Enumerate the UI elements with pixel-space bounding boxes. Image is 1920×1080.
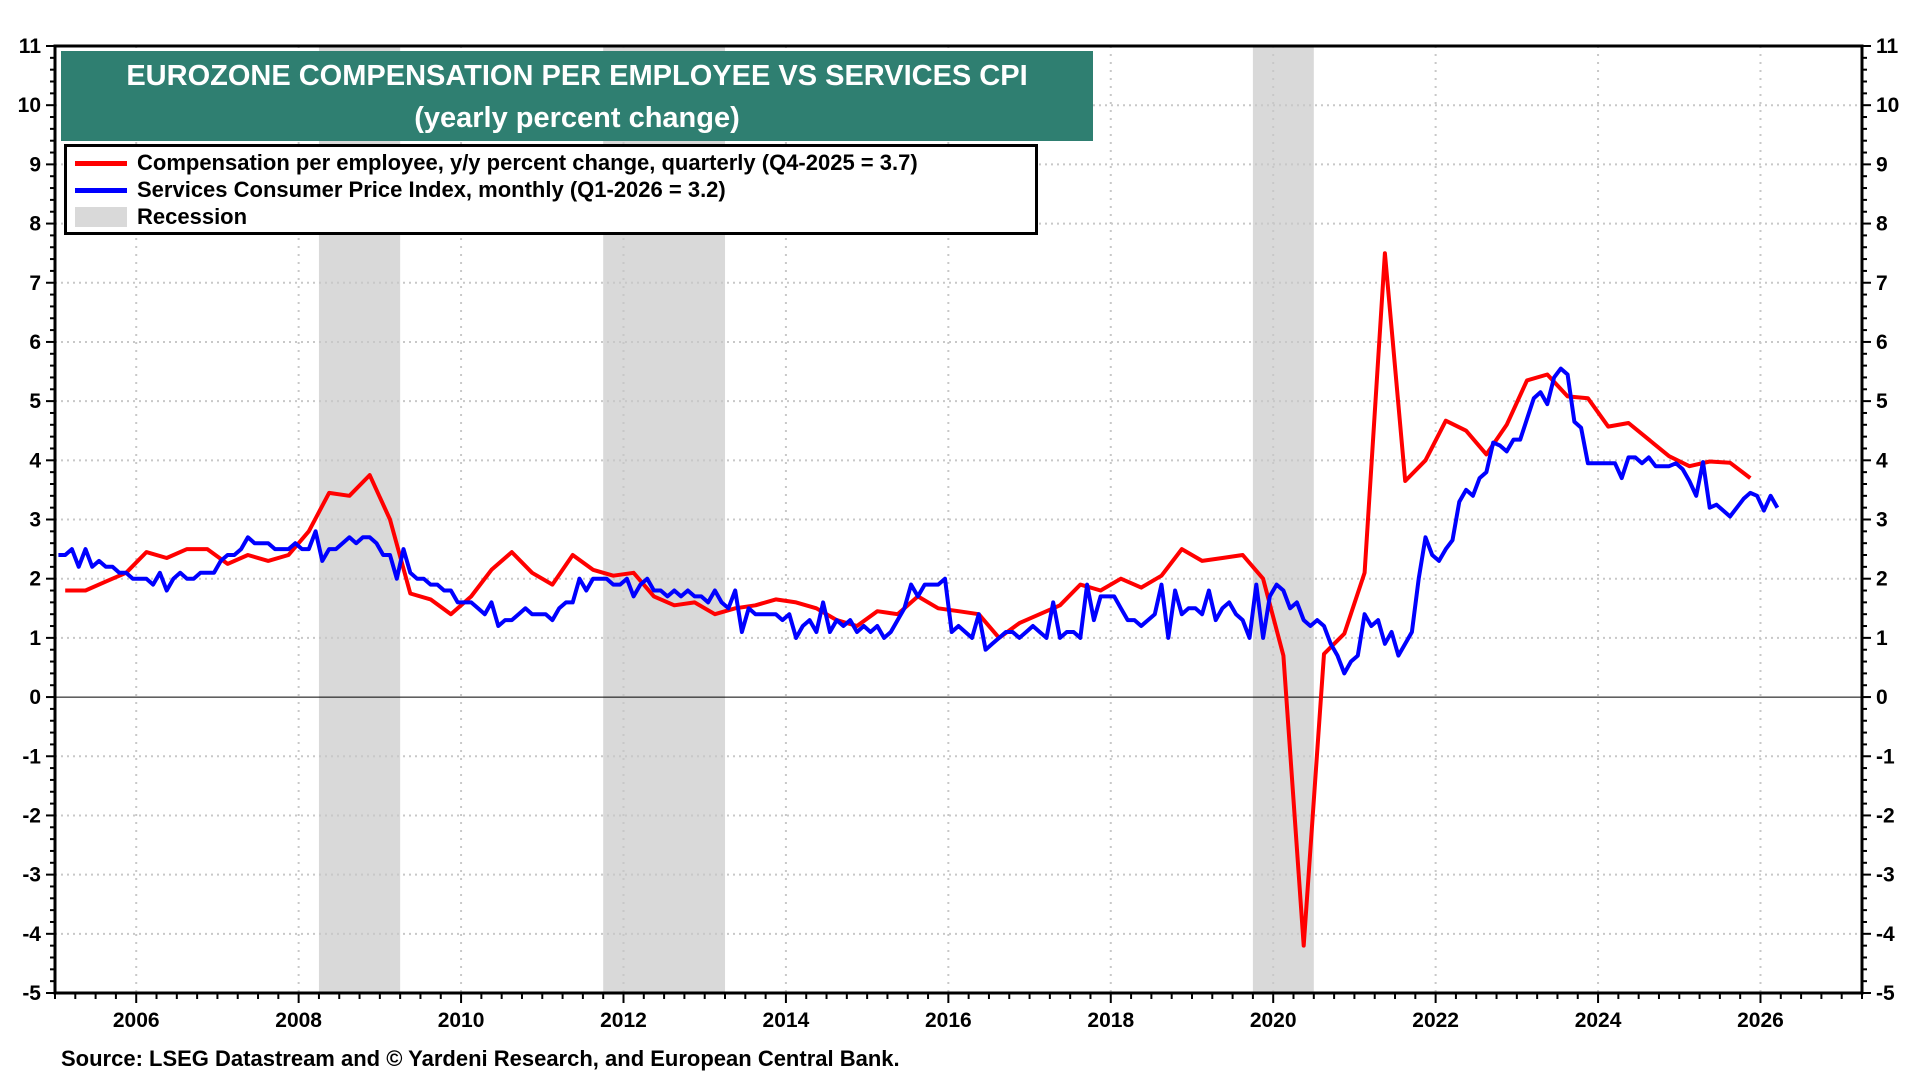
legend: Compensation per employee, y/y percent c…	[64, 144, 1038, 235]
legend-swatch-red	[75, 160, 127, 166]
y-tick-label-right: -3	[1876, 864, 1895, 887]
y-tick-label-right: -2	[1876, 804, 1895, 827]
series	[58, 251, 1780, 948]
y-tick-label-left: 6	[29, 331, 41, 354]
y-tick-label-left: -1	[22, 745, 41, 768]
legend-swatch-blue	[75, 187, 127, 193]
y-tick-label-right: 4	[1876, 449, 1888, 472]
y-tick-label-left: 10	[18, 94, 41, 117]
x-tick-label: 2016	[925, 1009, 972, 1032]
y-tick-label-right: 3	[1876, 509, 1888, 532]
series-line-services-cpi	[58, 366, 1780, 676]
series-line-compensation	[65, 251, 1752, 948]
y-tick-label-right: 10	[1876, 94, 1899, 117]
y-tick-label-right: 0	[1876, 686, 1888, 709]
chart-title-box: EUROZONE COMPENSATION PER EMPLOYEE VS SE…	[61, 51, 1093, 141]
y-tick-label-left: 9	[29, 153, 41, 176]
y-tick-label-right: 8	[1876, 213, 1888, 236]
x-tick-label: 2010	[438, 1009, 485, 1032]
y-tick-label-right: 2	[1876, 568, 1888, 591]
x-tick-label: 2024	[1575, 1009, 1622, 1032]
legend-item-compensation: Compensation per employee, y/y percent c…	[75, 150, 918, 176]
legend-label-compensation: Compensation per employee, y/y percent c…	[137, 150, 918, 175]
y-tick-label-right: -4	[1876, 923, 1895, 946]
axes	[46, 44, 1871, 1003]
y-tick-label-left: 5	[29, 390, 41, 413]
chart-subtitle: (yearly percent change)	[414, 102, 740, 134]
y-tick-label-right: 7	[1876, 272, 1888, 295]
y-tick-label-right: 5	[1876, 390, 1888, 413]
x-tick-label: 2014	[763, 1009, 810, 1032]
y-tick-label-left: 1	[29, 627, 41, 650]
y-tick-label-left: -5	[22, 982, 41, 1005]
y-tick-label-right: 9	[1876, 153, 1888, 176]
x-tick-label: 2026	[1737, 1009, 1784, 1032]
y-tick-label-right: -1	[1876, 745, 1895, 768]
y-tick-label-right: 6	[1876, 331, 1888, 354]
y-tick-label-left: 0	[29, 686, 41, 709]
y-tick-label-left: -3	[22, 864, 41, 887]
y-tick-label-right: -5	[1876, 982, 1895, 1005]
x-tick-label: 2008	[275, 1009, 322, 1032]
source-note: Source: LSEG Datastream and © Yardeni Re…	[61, 1046, 900, 1071]
legend-label-recession: Recession	[137, 204, 248, 229]
y-tick-label-right: 11	[1876, 35, 1899, 58]
chart-title: EUROZONE COMPENSATION PER EMPLOYEE VS SE…	[126, 60, 1028, 92]
x-tick-label: 2020	[1250, 1009, 1297, 1032]
y-tick-label-left: 7	[29, 272, 41, 295]
x-tick-label: 2012	[600, 1009, 647, 1032]
y-tick-label-left: -2	[22, 804, 41, 827]
y-tick-label-left: 8	[29, 213, 41, 236]
x-tick-label: 2022	[1412, 1009, 1459, 1032]
y-tick-label-left: 3	[29, 509, 41, 532]
y-tick-label-left: 11	[19, 35, 42, 58]
legend-label-services-cpi: Services Consumer Price Index, monthly (…	[137, 177, 726, 202]
legend-item-recession: Recession	[75, 204, 247, 230]
legend-item-services-cpi: Services Consumer Price Index, monthly (…	[75, 177, 726, 203]
y-tick-label-left: 2	[29, 568, 41, 591]
y-tick-label-left: -4	[22, 923, 41, 946]
y-tick-label-right: 1	[1876, 627, 1888, 650]
x-tick-label: 2006	[113, 1009, 160, 1032]
legend-swatch-recession	[75, 207, 127, 227]
x-tick-label: 2018	[1087, 1009, 1134, 1032]
y-tick-label-left: 4	[29, 449, 41, 472]
